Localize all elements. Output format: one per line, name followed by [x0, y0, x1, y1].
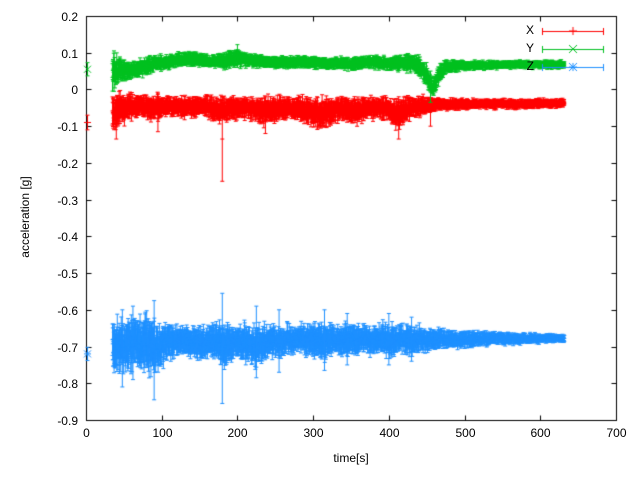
x-tick-label: 600 — [530, 426, 551, 440]
x-tick-label: 100 — [152, 426, 173, 440]
x-tick-label: 400 — [379, 426, 400, 440]
legend-label-Y: Y — [525, 41, 534, 55]
y-tick-label: -0.7 — [57, 340, 78, 355]
x-tick-label: 700 — [606, 426, 627, 440]
y-tick-label: -0.5 — [57, 266, 78, 281]
y-tick-label: -0.1 — [57, 119, 78, 134]
y-tick-label: 0.2 — [61, 9, 78, 24]
x-axis-label: time[s] — [333, 451, 369, 465]
x-tick-label: 0 — [83, 426, 90, 440]
y-tick-label: -0.6 — [57, 303, 78, 318]
y-tick-label: -0.9 — [57, 413, 78, 428]
x-tick-label: 500 — [455, 426, 476, 440]
legend-label-Z: Z — [526, 59, 534, 73]
x-tick-label: 200 — [227, 426, 248, 440]
y-tick-label: -0.2 — [57, 156, 78, 171]
y-tick-label: 0.1 — [61, 46, 78, 61]
y-axis-label: acceleration [g] — [18, 176, 32, 258]
y-tick-label: -0.8 — [57, 376, 78, 391]
legend-label-X: X — [525, 23, 534, 37]
y-tick-label: 0 — [71, 82, 78, 97]
y-tick-label: -0.3 — [57, 193, 78, 208]
y-tick-label: -0.4 — [57, 229, 78, 244]
x-tick-label: 300 — [303, 426, 324, 440]
